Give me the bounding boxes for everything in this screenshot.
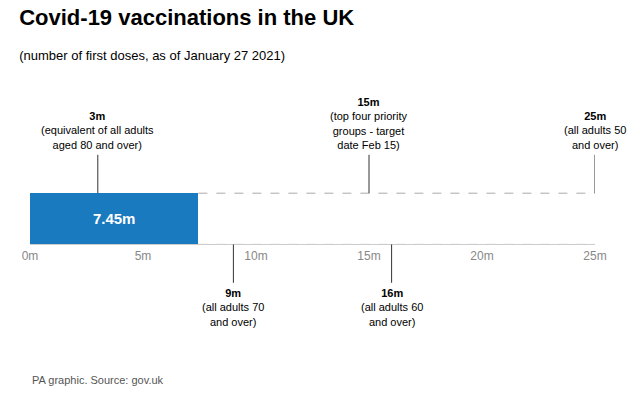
svg-text:0m: 0m [22,249,39,263]
svg-text:PA graphic. Source: gov.uk: PA graphic. Source: gov.uk [32,374,164,386]
svg-text:25m(all adults 50and over): 25m(all adults 50and over) [564,110,626,151]
svg-text:(number of first doses, as of: (number of first doses, as of January 27… [19,48,285,63]
svg-text:Covid-19 vaccinations in the U: Covid-19 vaccinations in the UK [19,5,354,30]
svg-text:10m: 10m [244,249,267,263]
svg-text:3m(equivalent of all adultsage: 3m(equivalent of all adultsaged 80 and o… [41,110,154,151]
svg-text:9m(all adults 70and over): 9m(all adults 70and over) [202,287,264,328]
svg-text:20m: 20m [470,249,493,263]
svg-text:15m(top four prioritygroups -: 15m(top four prioritygroups - targetdate… [330,96,408,151]
svg-text:5m: 5m [135,249,152,263]
svg-text:15m: 15m [357,249,380,263]
svg-text:7.45m: 7.45m [93,210,136,227]
svg-text:16m(all adults 60and over): 16m(all adults 60and over) [361,287,423,328]
svg-text:25m: 25m [583,249,606,263]
